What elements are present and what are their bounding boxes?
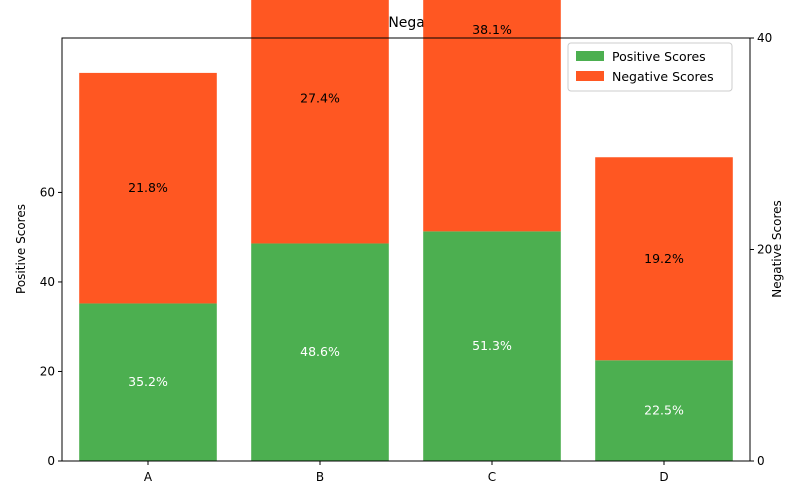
legend-label-positive: Positive Scores [612,49,706,64]
y-axis-label-left: Positive Scores [14,204,28,294]
y-tick-label-right-0: 0 [757,454,765,468]
y-tick-label-right-20: 20 [757,243,772,257]
bar-label-positive-B: 48.6% [300,344,340,359]
bar-label-positive-C: 51.3% [472,338,512,353]
bar-positive-C [423,231,561,461]
x-tick-label-B: B [316,470,324,484]
y-tick-label-left-60: 60 [40,185,55,199]
y-tick-label-left-20: 20 [40,364,55,378]
bar-label-positive-D: 22.5% [644,403,684,418]
bar-negative-A [79,72,217,304]
bar-label-negative-B: 27.4% [300,91,340,106]
x-tick-label-A: A [144,470,153,484]
bar-negative-C [423,0,561,232]
bar-positive-B [251,243,389,461]
legend-box [567,42,733,92]
legend: Positive Scores Negative Scores [567,42,733,92]
bar-label-negative-C: 38.1% [472,22,512,37]
x-tick-label-D: D [659,470,668,484]
legend-swatch-negative [576,71,604,81]
bar-positive-D [595,360,733,461]
y-tick-label-right-40: 40 [757,31,772,45]
bar-labels-layer: 35.2% 21.8% 48.6% 27.4% 51.3% 38.1% 22.5% 19.2% [128,22,684,418]
x-tick-label-C: C [488,470,496,484]
axes: A B C D 0 20 40 60 0 20 40 [40,31,773,484]
y-tick-label-left-0: 0 [47,454,55,468]
bar-negative-B [251,0,389,244]
bar-label-positive-A: 35.2% [128,374,168,389]
legend-label-negative: Negative Scores [612,69,714,84]
y-tick-label-left-40: 40 [40,275,55,289]
bar-label-negative-A: 21.8% [128,180,168,195]
bar-label-negative-D: 19.2% [644,251,684,266]
y-axis-label-right: Negative Scores [770,200,784,298]
bar-negative-D [595,157,733,361]
bars-layer [79,0,733,461]
legend-swatch-positive [576,51,604,61]
bar-positive-A [79,303,217,461]
